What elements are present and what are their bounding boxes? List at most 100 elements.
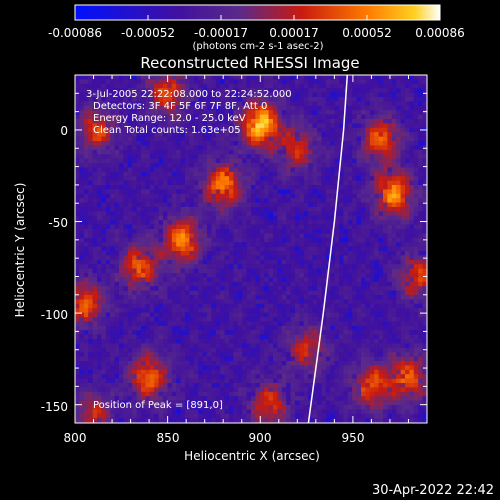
heatmap-pixel [83,127,89,133]
heatmap-pixel [79,207,85,212]
heatmap-pixel [233,198,239,203]
heatmap-pixel [167,290,173,296]
heatmap-pixel [163,334,168,340]
heatmap-pixel [145,119,151,124]
heatmap-pixel [422,176,427,181]
heatmap-pixel [233,97,239,102]
heatmap-pixel [268,251,274,256]
heatmap-pixel [211,330,217,335]
heatmap-pixel [163,185,168,190]
heatmap-pixel [167,75,173,80]
heatmap-pixel [202,110,208,115]
heatmap-pixel [88,255,93,261]
heatmap-pixel [400,193,406,199]
heatmap-pixel [75,202,80,208]
heatmap-pixel [259,242,265,247]
heatmap-pixel [339,237,344,243]
heatmap-pixel [409,215,415,221]
heatmap-pixel [334,202,340,208]
heatmap-pixel [207,211,212,217]
heatmap-pixel [251,308,256,313]
heatmap-pixel [251,229,256,234]
heatmap-pixel [391,198,397,203]
heatmap-pixel [383,308,388,313]
heatmap-pixel [233,246,239,252]
heatmap-pixel [158,303,164,309]
heatmap-pixel [158,97,164,102]
heatmap-pixel [233,207,239,212]
heatmap-pixel [259,176,265,181]
heatmap-pixel [246,110,252,115]
heatmap-pixel [224,339,230,344]
heatmap-pixel [233,317,239,322]
heatmap-pixel [75,193,80,199]
heatmap-pixel [295,303,300,309]
heatmap-pixel [75,123,80,129]
heatmap-pixel [383,105,388,111]
heatmap-pixel [132,255,137,261]
heatmap-pixel [251,176,256,181]
heatmap-pixel [356,101,362,107]
heatmap-pixel [127,211,133,217]
heatmap-pixel [264,110,269,115]
heatmap-pixel [268,299,274,305]
heatmap-pixel [251,273,256,278]
heatmap-pixel [158,92,164,98]
heatmap-pixel [229,163,234,168]
heatmap-pixel [290,110,296,115]
heatmap-pixel [193,224,199,230]
heatmap-pixel [167,330,173,335]
heatmap-pixel [237,299,243,305]
heatmap-pixel [237,163,243,168]
heatmap-pixel [176,119,181,124]
heatmap-pixel [180,229,186,234]
heatmap-pixel [215,193,221,199]
heatmap-pixel [246,167,252,173]
heatmap-pixel [215,88,221,93]
heatmap-pixel [356,105,362,111]
heatmap-pixel [167,246,173,252]
heatmap-pixel [233,105,239,111]
heatmap-pixel [207,264,212,269]
heatmap-pixel [176,286,181,291]
heatmap-pixel [75,299,80,305]
heatmap-pixel [391,114,397,120]
heatmap-pixel [163,312,168,318]
heatmap-pixel [176,189,181,195]
heatmap-pixel [246,317,252,322]
heatmap-pixel [105,83,111,89]
heatmap-pixel [246,180,252,186]
heatmap-pixel [281,79,287,85]
heatmap-pixel [312,321,318,327]
heatmap-pixel [167,264,173,269]
heatmap-pixel [303,110,309,115]
heatmap-pixel [193,343,199,349]
heatmap-pixel [391,105,397,111]
heatmap-pixel [101,97,107,102]
heatmap-pixel [185,237,190,243]
heatmap-pixel [242,185,247,190]
heatmap-pixel [286,75,291,80]
heatmap-pixel [158,237,164,243]
heatmap-pixel [273,303,278,309]
heatmap-pixel [383,171,388,177]
heatmap-pixel [92,149,98,155]
heatmap-pixel [171,277,177,283]
heatmap-pixel [409,312,415,318]
heatmap-pixel [383,180,388,186]
heatmap-pixel [193,158,199,164]
heatmap-pixel [145,299,151,305]
heatmap-pixel [92,251,98,256]
heatmap-pixel [365,114,371,120]
heatmap-pixel [189,202,195,208]
heatmap-pixel [374,136,379,142]
heatmap-pixel [303,229,309,234]
heatmap-pixel [75,185,80,190]
heatmap-pixel [163,330,168,335]
heatmap-pixel [132,312,137,318]
heatmap-pixel [273,176,278,181]
heatmap-pixel [251,114,256,120]
heatmap-pixel [123,215,129,221]
heatmap-pixel [405,83,410,89]
heatmap-pixel [378,277,384,283]
